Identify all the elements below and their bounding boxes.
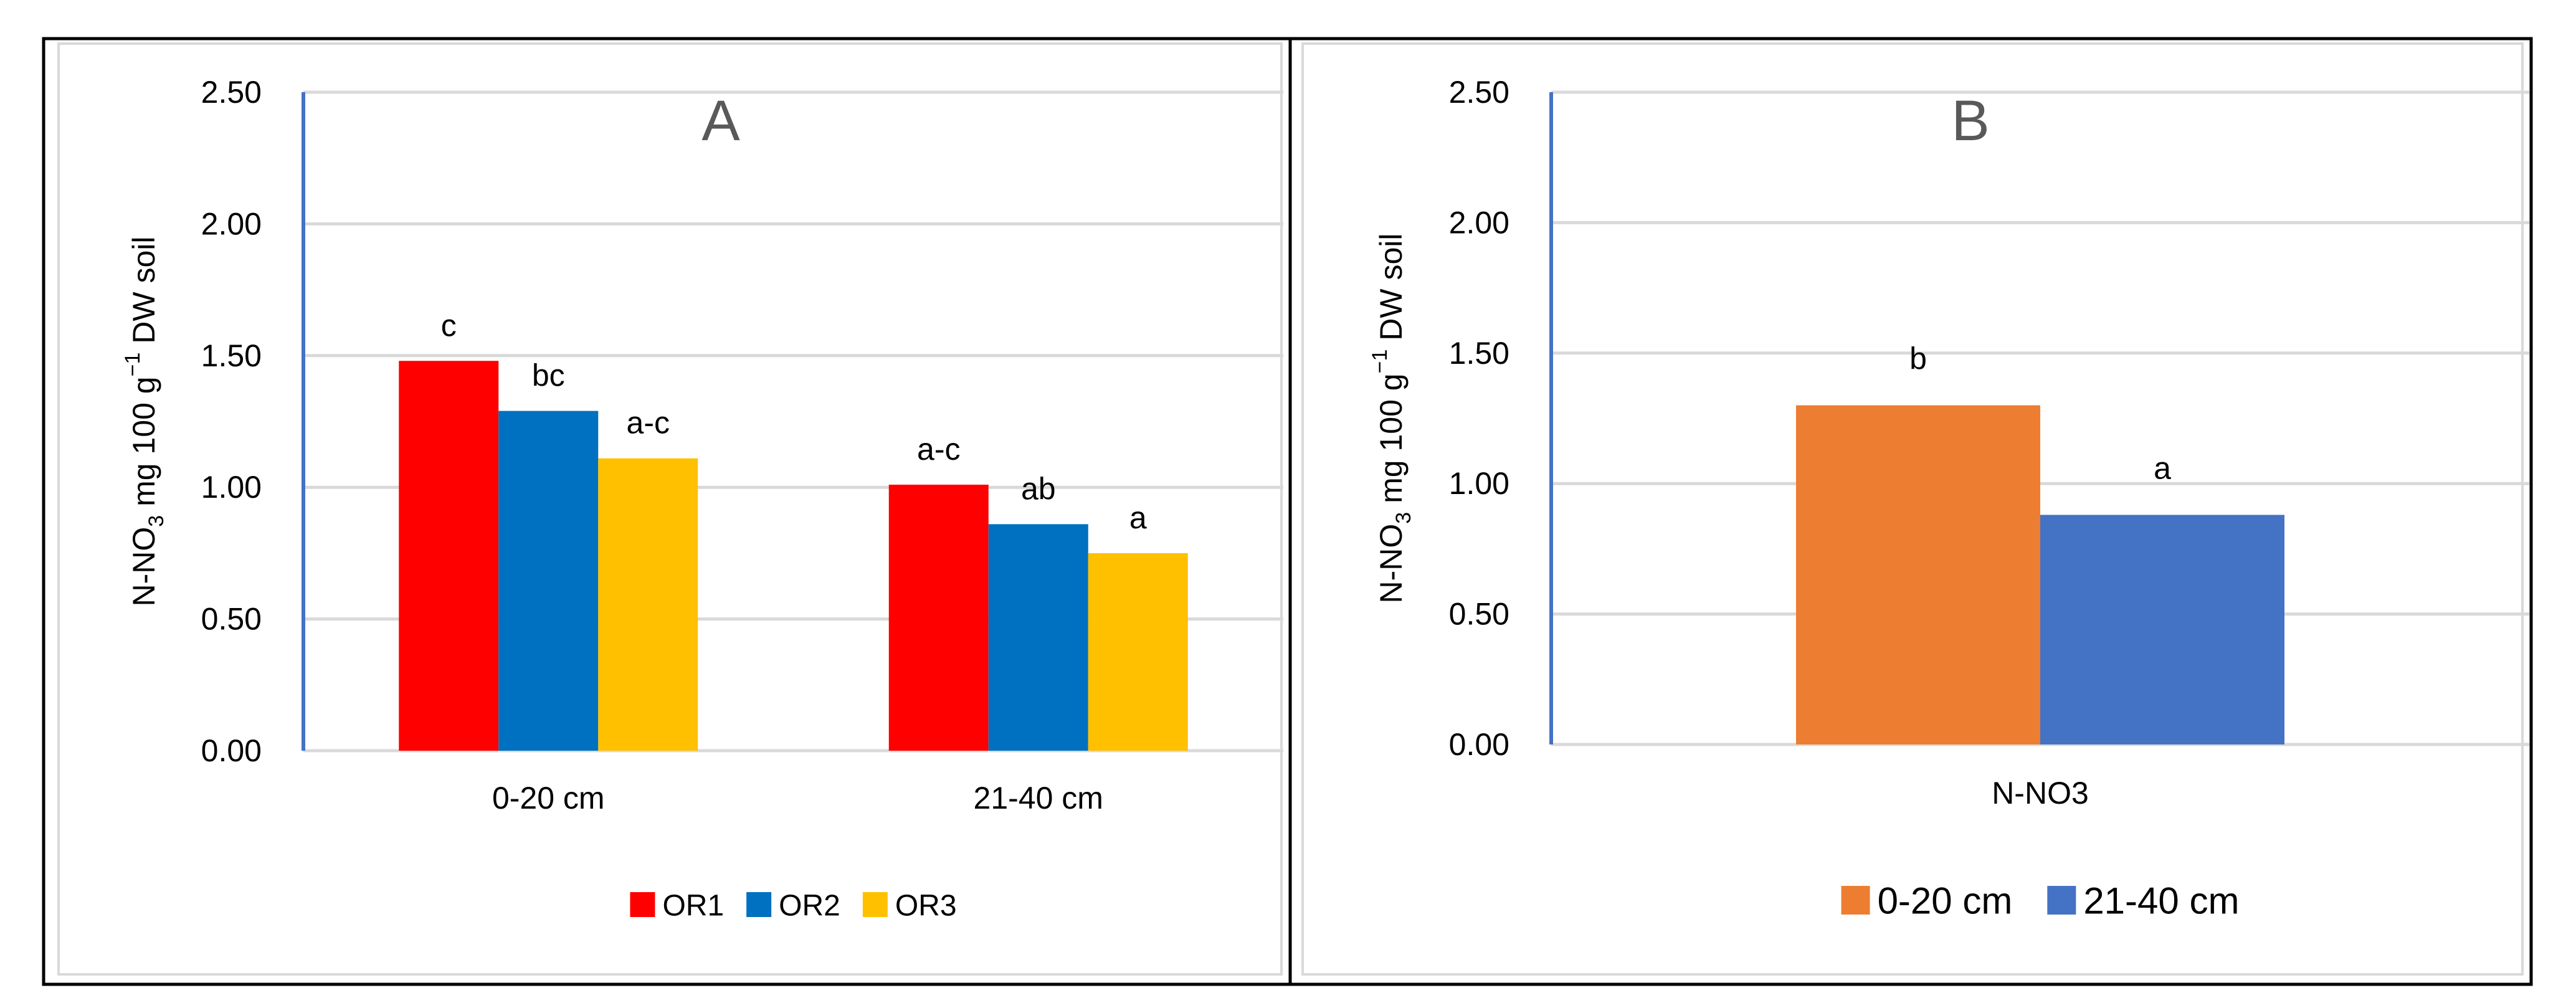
panel-b-legend: 0-20 cm 21-40 cm	[1841, 880, 2239, 922]
panel-a-bar-letter-label: a	[1129, 500, 1147, 535]
panel-b-y-axis-label-sub: 3	[1392, 512, 1415, 524]
panel-b-x-category-label: N-NO3	[1992, 776, 2089, 811]
panel-b-legend-swatch	[2047, 886, 2076, 915]
panel-a-bar-letter-label: c	[441, 308, 457, 343]
panel-b-chart-area	[1301, 42, 2524, 976]
panel-a-letter: A	[701, 89, 740, 153]
panel-a-y-axis-label-sup: −1	[121, 353, 145, 377]
panel-a-legend-swatch	[630, 892, 655, 917]
panel-a-legend-swatch	[746, 892, 772, 917]
panel-b-y-axis-label-tail: DW soil	[1374, 234, 1409, 349]
panel-a-bar-letter-label: ab	[1021, 471, 1056, 506]
panel-a-bar-or1-2	[888, 484, 989, 751]
panel-b-y-axis-label: N-NO3 mg 100 g−1 DW soil	[1368, 234, 1415, 604]
panel-a-x-category-label: 0-20 cm	[492, 781, 605, 815]
panel-b-ytick-label: 0.50	[1449, 597, 1509, 632]
panel-a-ytick-label: 1.50	[201, 338, 262, 373]
panel-b-bar-letter-label: b	[1909, 341, 1927, 376]
panel-a-ytick-label: 2.50	[201, 75, 262, 110]
panel-a-bar-or2-2	[988, 524, 1088, 751]
panel-b-legend-swatch	[1841, 886, 1870, 915]
panel-b-ytick-label: 0.00	[1449, 727, 1509, 762]
panel-b-legend-label: 21-40 cm	[2083, 880, 2239, 922]
panel-a-legend-label: OR3	[895, 889, 957, 922]
panel-b-bar-21-40-cm-1	[2040, 515, 2284, 744]
panel-a-bar-or2-1	[498, 411, 599, 751]
panel-b-ytick-label: 2.50	[1449, 75, 1509, 110]
panel-b-frame	[1288, 37, 2533, 986]
panel-b-ytick-label: 1.00	[1449, 466, 1509, 501]
panel-b-bar-letter-label: a	[2154, 450, 2171, 485]
panel-a-ytick-label: 1.00	[201, 470, 262, 505]
panel-b-y-axis-label-sup: −1	[1368, 349, 1392, 374]
panel-b-y-axis-label-main: N-NO	[1374, 524, 1409, 604]
panel-a-legend-swatch	[862, 892, 888, 917]
panel-a-bar-letter-label: a-c	[627, 406, 670, 440]
panel-a-y-axis-label-mid: mg 100 g	[126, 376, 161, 515]
panel-a: 0.00 0.50 1.00 1.50 2.00 2.50 A N-NO3 mg 100 g−…	[121, 75, 1283, 922]
panel-a-ytick-label: 0.50	[201, 602, 262, 637]
panel-b-legend-label: 0-20 cm	[1878, 880, 2013, 922]
panel-b-letter: B	[1951, 89, 1989, 153]
panel-a-chart-area	[57, 42, 1283, 976]
panel-a-ytick-label: 2.00	[201, 206, 262, 241]
panel-a-bar-or1-1	[399, 361, 499, 751]
panel-a-y-axis-label-tail: DW soil	[126, 237, 161, 353]
panel-a-bar-letter-label: bc	[532, 358, 565, 393]
panel-a-legend-label: OR2	[779, 889, 840, 922]
panel-b-ytick-label: 2.00	[1449, 205, 1509, 240]
panel-b: 0.00 0.50 1.00 1.50 2.00 2.50 B N-NO3 mg 100 g−…	[1368, 75, 2529, 922]
panel-b-bar-0-20-cm-1	[1796, 405, 2040, 744]
panel-a-y-axis-label-sub: 3	[145, 515, 168, 527]
panel-a-bar-or3-1	[598, 458, 698, 751]
panel-b-y-axis-label-mid: mg 100 g	[1374, 373, 1409, 511]
panel-a-y-axis-label-main: N-NO	[126, 527, 161, 607]
panel-a-legend-label: OR1	[662, 889, 724, 922]
panel-a-bar-letter-label: a-c	[917, 432, 960, 467]
panel-a-x-category-label: 21-40 cm	[974, 781, 1103, 815]
panel-a-bar-or3-2	[1088, 553, 1188, 751]
panel-a-y-axis-label: N-NO3 mg 100 g−1 DW soil	[121, 237, 168, 607]
panel-a-legend: OR1 OR2 OR3	[630, 889, 957, 922]
panel-b-ytick-label: 1.50	[1449, 336, 1509, 371]
panel-a-ytick-label: 0.00	[201, 733, 262, 768]
